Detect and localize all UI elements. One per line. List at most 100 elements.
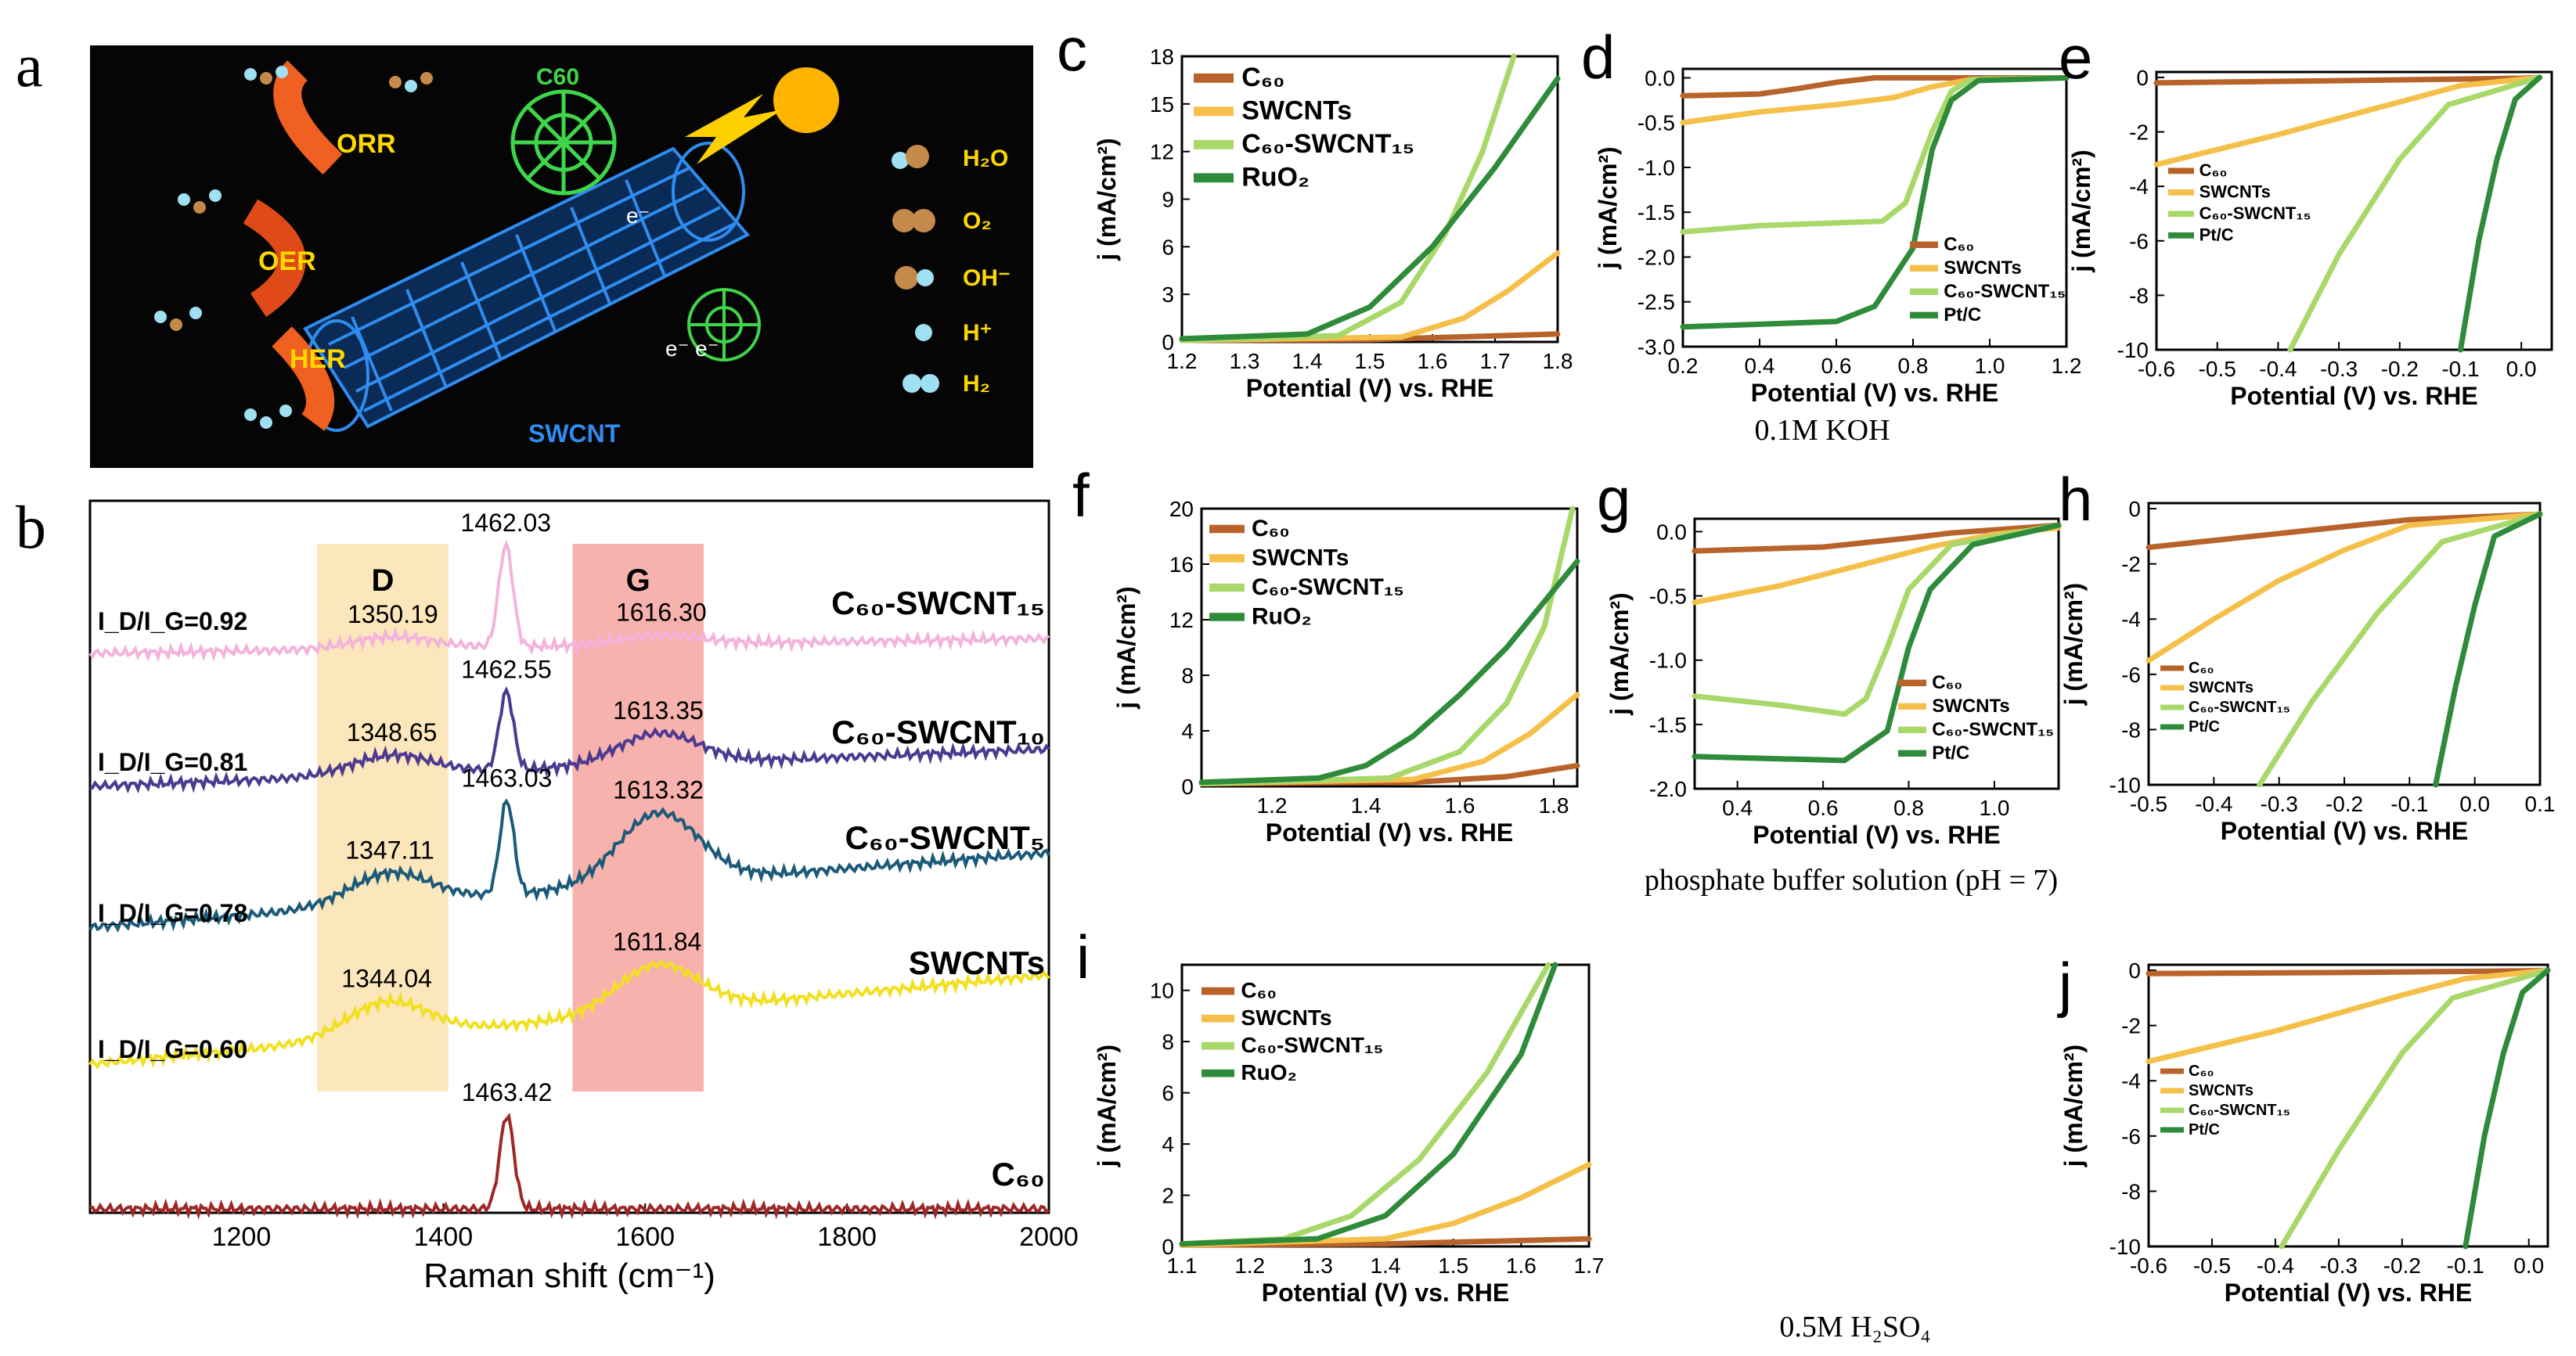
legend-label-2: C₆₀-SWCNT₁₅ [1944,281,2066,302]
series-line-2 [2257,511,2543,788]
legend-label-3: Pt/C [1944,304,1981,326]
y-tick-label: 9 [1162,188,1174,212]
series-name-3: SWCNTs [909,944,1045,981]
series-line-3 [2458,74,2542,353]
x-axis-label: Potential (V) vs. RHE [2225,1279,2473,1307]
plot-frame [2147,963,2549,1248]
chart-e: e -0.6 -0.5 -0.4 -0.3 -0.2 -0.1 0.0 0 -2 -4 -6 -8 -10… [2059,23,2553,410]
y-tick-label: -2 [2129,120,2149,145]
legend-label-2: C₆₀-SWCNT₁₅ [1252,574,1404,600]
panel-label-i: i [1076,923,1090,991]
x-tick-label: 0.6 [1821,354,1852,378]
panel-label-d: d [1581,23,1615,92]
x-tick-label: 1.4 [1351,793,1382,818]
y-tick-label: 0.0 [1645,66,1675,90]
series-line-3 [1680,75,2070,330]
h-icon [915,324,932,341]
legend-label-1: SWCNTs [2189,679,2254,696]
x-tick-label: 0.2 [1668,354,1699,378]
schematic-panel: C60 e⁻ e⁻ e⁻ ORR OER HER SWCNT H₂O O₂ OH… [90,45,1033,468]
x-tick-label: 1.8 [1543,349,1573,373]
x-tick-label: 1200 [212,1222,272,1252]
peak-label: 1613.35 [613,696,704,725]
series-line-3 [1179,75,1561,342]
x-tick-label: -0.2 [2326,792,2363,816]
series-line-2 [2279,967,2551,1250]
panel-label-e: e [2059,23,2092,92]
y-tick-label: -1.0 [1649,649,1687,673]
x-tick-label: 2000 [1019,1222,1079,1252]
x-tick-label: 1800 [817,1222,877,1252]
panel-label-h: h [2059,465,2092,534]
nanotube-illustration [303,142,751,432]
peak-label: 1462.03 [460,509,551,537]
electron-label-2: e⁻ e⁻ [665,336,719,361]
x-tick-label: -0.3 [2320,1253,2358,1278]
x-tick-label: 0.0 [2513,1253,2544,1278]
y-tick-label: 2 [1162,1184,1174,1208]
y-axis-label: j (mA/cm²) [2067,149,2095,272]
chart-f: f 1.2 1.4 1.6 1.8 0 4 8 12 16 20 Potential (V) vs. … [1072,461,1580,847]
series-name-2: C₆₀-SWCNT₅ [845,819,1045,856]
y-tick-label: -8 [2121,718,2141,742]
legend-label-1: SWCNTs [1932,696,2010,717]
raman-series-1 [89,686,1050,794]
x-tick-label: 1.6 [1506,1253,1537,1278]
panel-label-f: f [1072,461,1090,530]
y-tick-label: 12 [1169,608,1194,632]
ratio-label-1: I_D/I_G=0.81 [98,748,247,776]
peak-label: 1344.04 [341,965,432,993]
chart-h: h -0.5 -0.4 -0.3 -0.2 -0.1 0.0 0.1 0 -2 -4 -6 -8 -10 P… [2059,465,2555,845]
legend-label-0: C₆₀ [1241,978,1277,1002]
y-tick-label: 8 [1181,664,1194,688]
orr-arrow [273,60,343,175]
x-tick-label: -0.2 [2381,357,2419,381]
plot-frame [1693,517,2060,790]
y-tick-label: -10 [2109,1235,2141,1259]
x-tick-label: 1400 [413,1222,473,1252]
chart-b: D G 1200 1400 1600 1800 2000 Raman shift (cm⁻¹)… [88,499,1079,1295]
legend-h2: H₂ [963,371,990,397]
y-tick-label: 20 [1169,497,1194,521]
y-tick-label: 0 [1181,775,1194,799]
x-tick-label: 1.3 [1302,1253,1333,1278]
panel-label-c: c [1057,15,1087,84]
y-tick-label: 3 [1162,282,1174,307]
y-tick-label: -0.5 [1649,584,1687,609]
chart-c: c 1.2 1.3 1.4 1.5 1.6 1.7 1.8 0 3 6 9 12 15 18 Potentia… [1057,15,1573,402]
orr-label: ORR [337,129,396,159]
series-line-2 [1198,505,1576,786]
x-tick-label: -0.5 [2199,357,2236,381]
peak-label: 1463.03 [462,764,553,793]
series-line-2 [1680,75,2070,235]
chart-g: g 0.4 0.6 0.8 1.0 0.0 -0.5 -1.0 -1.5 -2.0 Potentia… [1597,465,2062,849]
series-line-1 [2145,511,2543,664]
x-tick-label: 1.0 [1979,796,2009,820]
chart-d: d 0.2 0.4 0.6 0.8 1.0 1.2 0.0 -0.5 -1.0 -1.5 -2.0 -2… [1581,23,2081,407]
x-tick-label: -0.1 [2441,357,2479,381]
series-line-1 [2145,967,2551,1064]
x-tick-label: 1.7 [1574,1253,1605,1278]
series-line-0 [2145,967,2551,977]
plot-frame [88,499,1050,1214]
o2-icon [892,209,935,232]
x-axis-label: Potential (V) vs. RHE [2230,382,2478,410]
y-tick-label: 15 [1150,92,1174,117]
peak-label: 1348.65 [347,718,438,746]
y-axis-label: j (mA/cm²) [1112,586,1140,709]
legend-label-0: C₆₀ [1932,672,1962,693]
legend-h: H⁺ [963,320,993,346]
legend-h2o: H₂O [963,146,1008,171]
x-tick-label: -0.1 [2447,1253,2484,1278]
x-tick-label: -0.6 [2138,357,2175,381]
legend-label-3: RuO₂ [1241,163,1310,192]
legend-label-0: C₆₀ [2189,660,2214,677]
x-tick-label: 1.6 [1445,793,1475,818]
electron-label: e⁻ [626,203,650,228]
c60-molecule [510,89,617,196]
series-line-2 [2287,74,2542,353]
y-tick-label: 18 [1150,45,1174,69]
peak-label: 1613.32 [613,776,704,804]
